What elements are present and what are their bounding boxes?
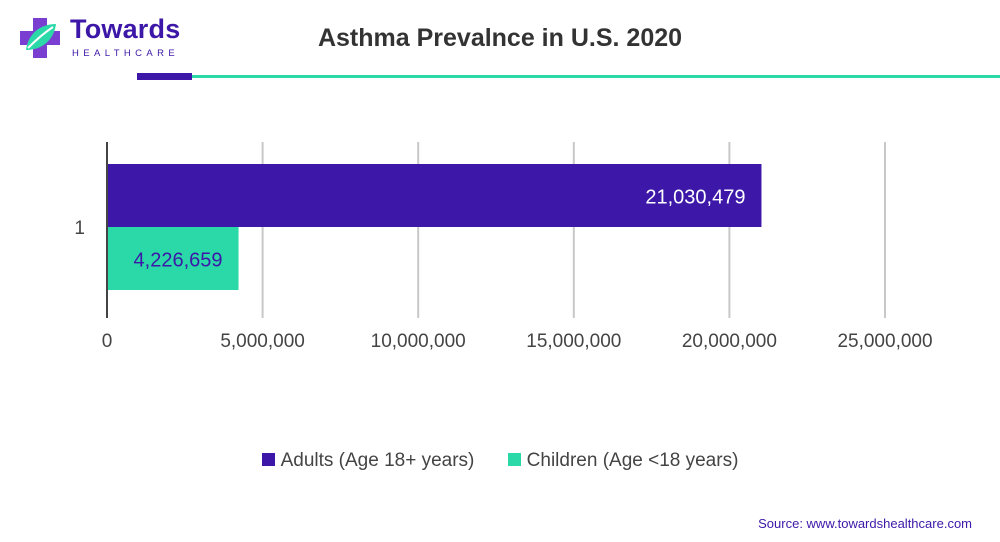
- chart-title: Asthma Prevalnce in U.S. 2020: [317, 24, 683, 52]
- bar-chart: 21,030,479 4,226,659 1 0 5,000,000 10,000,000…: [74, 142, 933, 352]
- bar-children: [107, 227, 239, 290]
- header-accent-bar: [137, 73, 192, 80]
- header-divider-line: [192, 75, 1000, 78]
- plus-leaf-logo-icon: [20, 18, 60, 58]
- legend-item-adults: Adults (Age 18+ years): [261, 450, 475, 472]
- x-tick-label: 20,000,000: [682, 331, 777, 352]
- legend-swatch-children: [507, 453, 521, 466]
- data-label-children: 4,226,659: [134, 250, 223, 272]
- legend-label-children: Children (Age <18 years): [526, 450, 739, 471]
- legend-swatch-adults: [261, 453, 275, 466]
- category-label: 1: [74, 218, 85, 239]
- brand-name: Towards: [70, 14, 181, 44]
- data-label-adults: 21,030,479: [645, 187, 745, 209]
- source-credit: Source: www.towardshealthcare.com: [758, 516, 972, 531]
- bar-adults: [107, 164, 762, 227]
- x-tick-label: 0: [102, 331, 113, 352]
- x-tick-label: 25,000,000: [837, 331, 932, 352]
- x-tick-label: 10,000,000: [371, 331, 466, 352]
- legend-label-adults: Adults (Age 18+ years): [280, 450, 475, 471]
- x-tick-label: 5,000,000: [220, 331, 305, 352]
- brand-logo-block: Towards HEALTHCARE: [18, 14, 198, 64]
- chart-legend: Adults (Age 18+ years) Children (Age <18…: [0, 450, 1000, 472]
- legend-item-children: Children (Age <18 years): [507, 450, 739, 472]
- x-tick-label: 15,000,000: [526, 331, 621, 352]
- brand-subtitle: HEALTHCARE: [72, 48, 180, 59]
